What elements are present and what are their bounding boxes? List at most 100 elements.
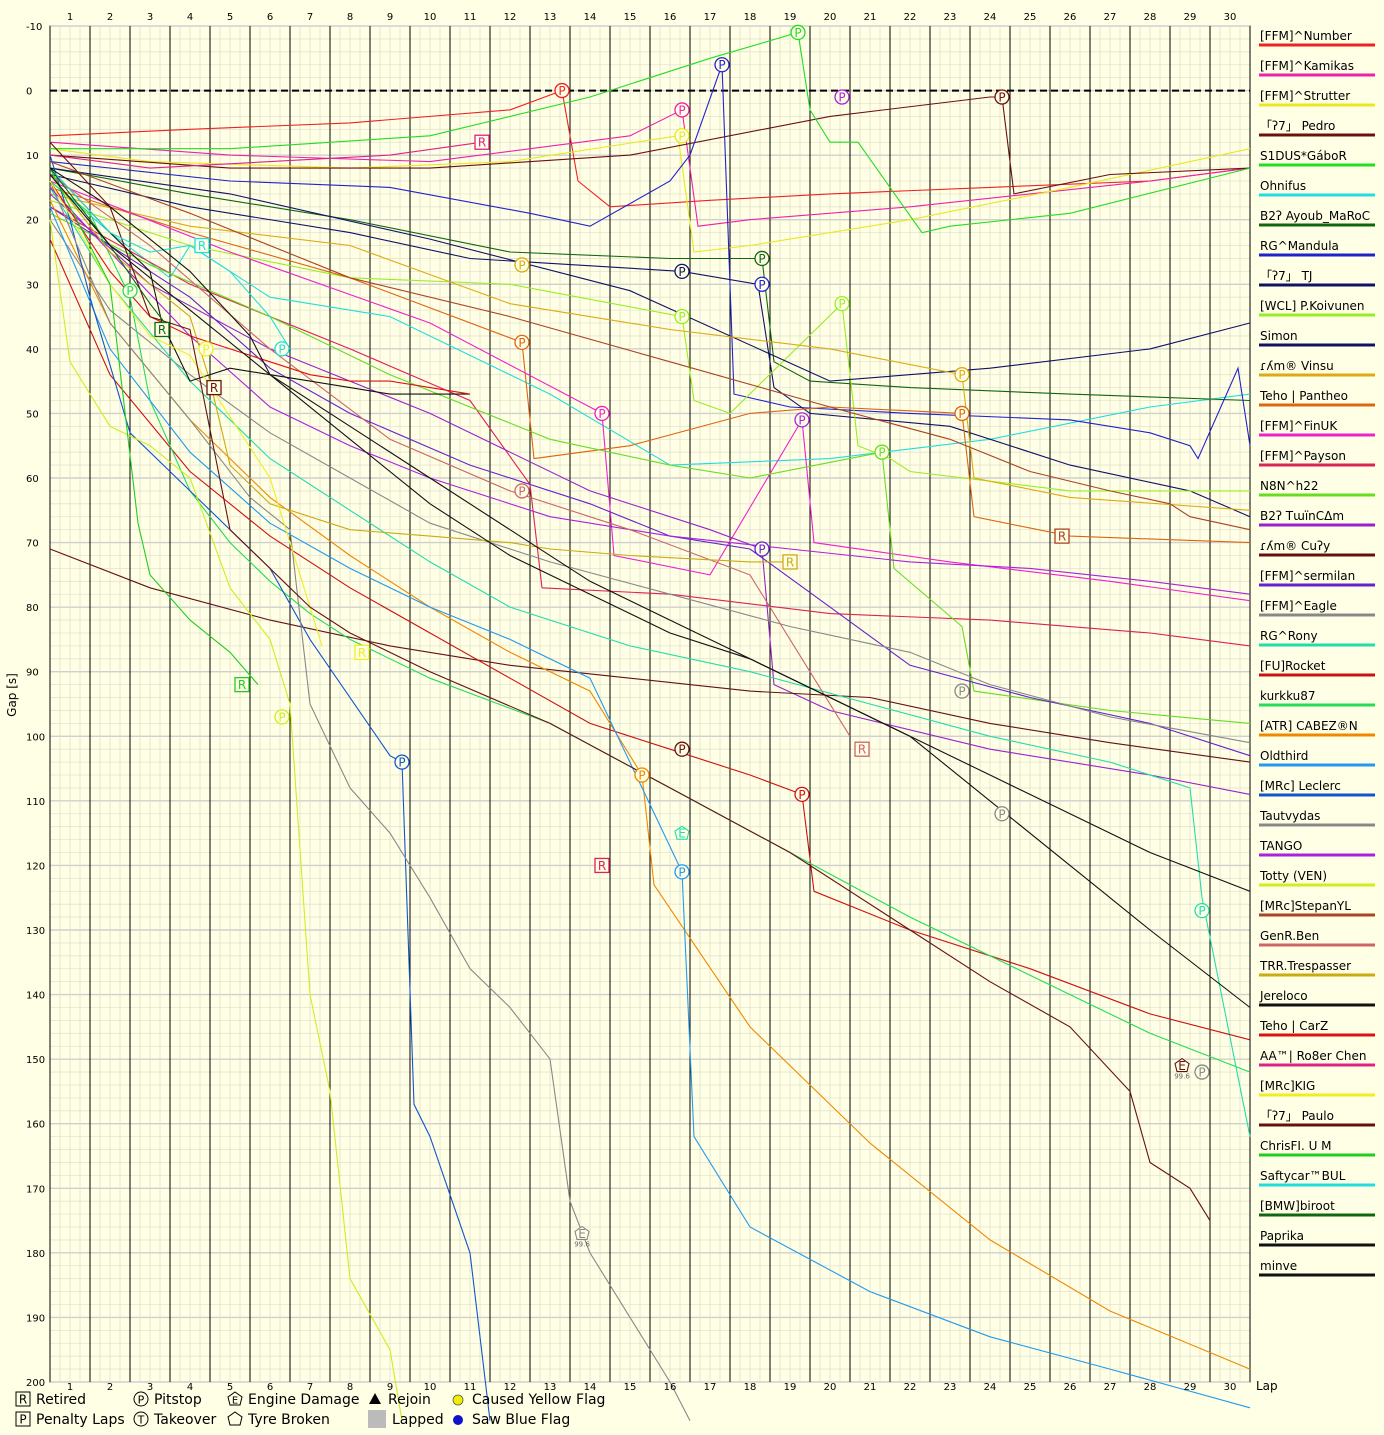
y-tick-label: 150 [26, 1055, 45, 1066]
legend-entry-label: Totty (VEN) [1259, 869, 1327, 883]
x-tick-label-top: 23 [944, 12, 957, 23]
y-tick-label: 140 [26, 991, 45, 1002]
series-line [49, 167, 1251, 1008]
pitstop-marker: P [794, 412, 810, 428]
footer-legend-item: P Penalty Laps [15, 1411, 125, 1428]
y-tick-label: 0 [26, 87, 32, 98]
pitstop-marker: P [754, 541, 770, 557]
pitstop-marker: P [790, 24, 806, 41]
event-marker-letter: P [518, 336, 525, 350]
y-axis-label: Gap [s] [5, 673, 19, 717]
series-line [49, 141, 483, 169]
footer-legend-item: Rejoin [369, 1392, 431, 1408]
event-marker-letter: P [1198, 1066, 1205, 1080]
event-marker-letter: R [158, 323, 166, 337]
x-tick-label-top: 29 [1184, 12, 1197, 23]
x-tick-label-bottom: 28 [1144, 1382, 1157, 1393]
pitstop-marker: P [514, 334, 530, 351]
x-tick-label-bottom: 26 [1064, 1382, 1077, 1393]
legend-entry-label: [FFM]^sermilan [1260, 569, 1355, 583]
series-legend: [FFM]^Number [FFM]^Kamikas [FFM]^Strutter 「… [1259, 29, 1375, 1277]
retired-marker: R [154, 321, 170, 338]
y-tick-label: 110 [26, 797, 45, 808]
legend-entry-label: [FFM]^Kamikas [1260, 59, 1354, 73]
series-line [49, 167, 259, 685]
footer-legend-label: Lapped [392, 1412, 444, 1428]
pitstop-marker: P [674, 741, 690, 757]
footer-icon-letter: E [232, 1396, 238, 1407]
footer-legend-label: Penalty Laps [36, 1412, 125, 1428]
series-line [49, 109, 1251, 227]
x-tick-label-bottom: 24 [984, 1382, 997, 1393]
pitstop-marker: P [954, 683, 970, 699]
series-line [49, 167, 171, 330]
pitstop-marker: P [754, 276, 770, 292]
series-line [49, 206, 1251, 1409]
y-tick-label: 180 [26, 1249, 45, 1260]
event-marker-letter: P [998, 91, 1005, 105]
x-tick-label-bottom: 20 [824, 1382, 837, 1393]
pitstop-marker: P [994, 806, 1010, 822]
footer-legend-label: Pitstop [154, 1392, 202, 1408]
pitstop-marker: P [754, 250, 770, 267]
x-tick-label-top: 25 [1024, 12, 1037, 23]
series-line [49, 167, 470, 395]
series-line [49, 193, 1251, 511]
legend-entry-label: TRR.Trespasser [1259, 959, 1351, 973]
event-marker-letter: P [718, 58, 725, 72]
x-tick-label-top: 24 [984, 12, 997, 23]
retired-marker: R [1054, 528, 1070, 544]
y-tick-label: 70 [26, 539, 39, 550]
pitstop-marker: P [1194, 902, 1210, 919]
series-line [49, 174, 790, 563]
x-tick-label-top: 5 [227, 12, 233, 23]
legend-entry-label: Tautvydas [1259, 809, 1320, 823]
series-layer [49, 31, 1251, 1421]
event-annotation: 99.6 [1174, 1073, 1190, 1081]
x-tick-label-top: 17 [704, 12, 717, 23]
y-tick-label: 200 [26, 1378, 45, 1389]
series-line [49, 173, 1251, 518]
legend-entry-label: [FFM]^Number [1260, 29, 1352, 43]
y-tick-label: 100 [26, 732, 45, 743]
x-tick-label-bottom: 22 [904, 1382, 917, 1393]
x-tick-label-bottom: 5 [227, 1382, 233, 1393]
x-tick-label-top: 7 [307, 12, 313, 23]
pitstop-marker: P [674, 263, 690, 280]
footer-legend-label: Takeover [153, 1412, 216, 1428]
event-marker-letter: P [558, 84, 565, 98]
legend-entry-label: [ATR] CABEZ®N [1260, 719, 1358, 733]
y-tick-label: 40 [26, 345, 39, 356]
event-marker-letter: P [958, 685, 965, 699]
footer-legend-label: Rejoin [388, 1392, 431, 1408]
event-marker-letter: P [678, 865, 685, 879]
footer-legend-item: Tyre Broken [227, 1411, 330, 1428]
event-marker-letter: P [838, 91, 845, 105]
event-marker-letter: P [878, 446, 885, 460]
series-line [49, 141, 1211, 1221]
legend-entry-label: RG^Rony [1260, 629, 1318, 643]
y-tick-label: 20 [26, 216, 39, 227]
x-tick-label-bottom: 11 [464, 1382, 477, 1393]
event-marker-letter: R [238, 678, 246, 692]
pitstop-marker: P [122, 283, 138, 299]
legend-entry-label: [FFM]^FinUK [1260, 419, 1338, 433]
x-tick-label-top: 14 [584, 12, 597, 23]
series-line [49, 167, 291, 350]
footer-legend-item: R Retired [15, 1391, 86, 1408]
event-marker-letter: P [958, 368, 965, 382]
x-tick-label-top: 27 [1104, 12, 1117, 23]
event-marker-letter: P [798, 413, 805, 427]
legend-entry-label: ɾʎm® Vinsu [1260, 359, 1334, 373]
series-line [49, 219, 403, 1421]
event-marker-letter: P [678, 129, 685, 143]
x-tick-label-top: 26 [1064, 12, 1077, 23]
footer-legend-item: P Pitstop [133, 1391, 202, 1408]
x-tick-label-top: 11 [464, 12, 477, 23]
event-marker-letter: P [598, 407, 605, 421]
event-marker-letter: P [758, 252, 765, 266]
legend-entry-label: [FFM]^Strutter [1260, 89, 1350, 103]
legend-entry-label: [BMW]biroot [1260, 1199, 1335, 1213]
